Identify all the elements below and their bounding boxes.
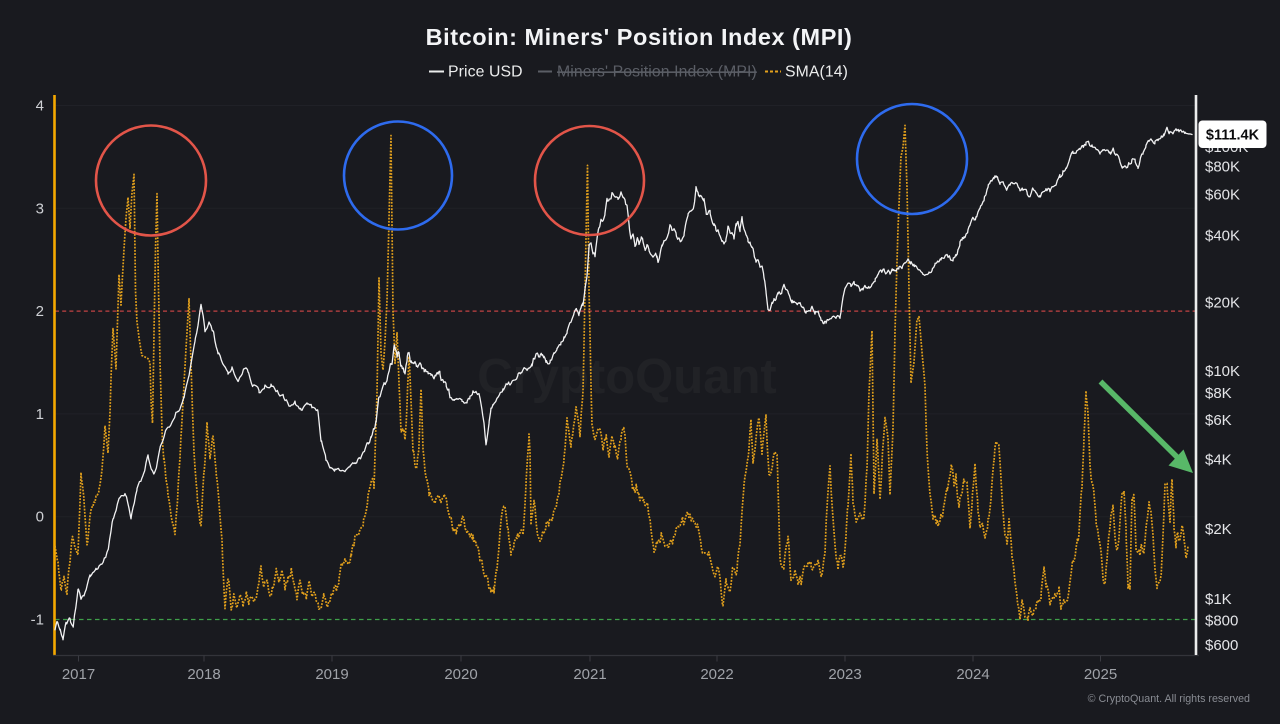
svg-text:Price USD: Price USD: [448, 64, 523, 81]
svg-text:$10K: $10K: [1205, 363, 1240, 380]
svg-text:$600: $600: [1205, 637, 1238, 654]
svg-text:$1K: $1K: [1205, 591, 1232, 608]
svg-text:$111.4K: $111.4K: [1206, 128, 1260, 144]
svg-text:$4K: $4K: [1205, 452, 1232, 469]
svg-text:Miners' Position Index (MPI): Miners' Position Index (MPI): [557, 64, 757, 81]
svg-text:$800: $800: [1205, 613, 1238, 630]
svg-text:0: 0: [36, 509, 44, 526]
svg-text:2023: 2023: [828, 666, 861, 683]
svg-text:1: 1: [36, 406, 44, 423]
svg-text:$8K: $8K: [1205, 385, 1232, 402]
svg-text:2024: 2024: [956, 666, 989, 683]
svg-text:CryptoQuant: CryptoQuant: [477, 350, 776, 404]
svg-text:2021: 2021: [573, 666, 606, 683]
svg-text:SMA(14): SMA(14): [785, 64, 848, 81]
svg-text:2019: 2019: [315, 666, 348, 683]
svg-text:2022: 2022: [700, 666, 733, 683]
svg-text:-1: -1: [31, 612, 44, 629]
svg-text:© CryptoQuant. All rights rese: © CryptoQuant. All rights reserved: [1088, 693, 1250, 705]
svg-text:$2K: $2K: [1205, 521, 1232, 538]
svg-text:2025: 2025: [1084, 666, 1117, 683]
svg-text:$20K: $20K: [1205, 295, 1240, 312]
svg-text:$60K: $60K: [1205, 187, 1240, 204]
svg-text:2018: 2018: [187, 666, 220, 683]
svg-text:2017: 2017: [62, 666, 95, 683]
svg-text:$80K: $80K: [1205, 159, 1240, 176]
svg-text:4: 4: [36, 98, 44, 115]
svg-text:3: 3: [36, 200, 44, 217]
svg-text:2020: 2020: [444, 666, 477, 683]
svg-text:2: 2: [36, 303, 44, 320]
svg-text:$6K: $6K: [1205, 412, 1232, 429]
svg-text:$40K: $40K: [1205, 228, 1240, 245]
svg-text:Bitcoin: Miners' Position Inde: Bitcoin: Miners' Position Index (MPI): [426, 24, 853, 50]
